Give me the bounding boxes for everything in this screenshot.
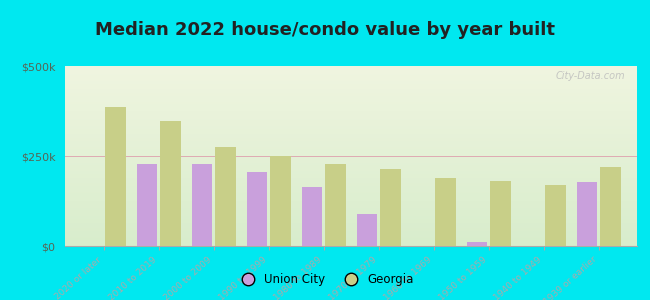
Bar bbox=[489, 181, 510, 246]
Bar bbox=[192, 164, 213, 246]
Bar bbox=[599, 167, 621, 246]
Bar bbox=[105, 107, 125, 246]
Bar bbox=[356, 214, 378, 246]
Bar bbox=[160, 121, 181, 246]
Text: City-Data.com: City-Data.com bbox=[556, 71, 625, 81]
Bar bbox=[324, 164, 346, 246]
Bar bbox=[467, 242, 488, 246]
Bar bbox=[435, 178, 456, 246]
Bar bbox=[577, 182, 597, 246]
Bar bbox=[270, 156, 291, 246]
Bar bbox=[302, 187, 322, 246]
Bar bbox=[214, 147, 235, 246]
Legend: Union City, Georgia: Union City, Georgia bbox=[231, 269, 419, 291]
Bar bbox=[545, 185, 566, 246]
Bar bbox=[246, 172, 267, 246]
Text: Median 2022 house/condo value by year built: Median 2022 house/condo value by year bu… bbox=[95, 21, 555, 39]
Bar bbox=[380, 169, 400, 246]
Bar bbox=[136, 164, 157, 246]
